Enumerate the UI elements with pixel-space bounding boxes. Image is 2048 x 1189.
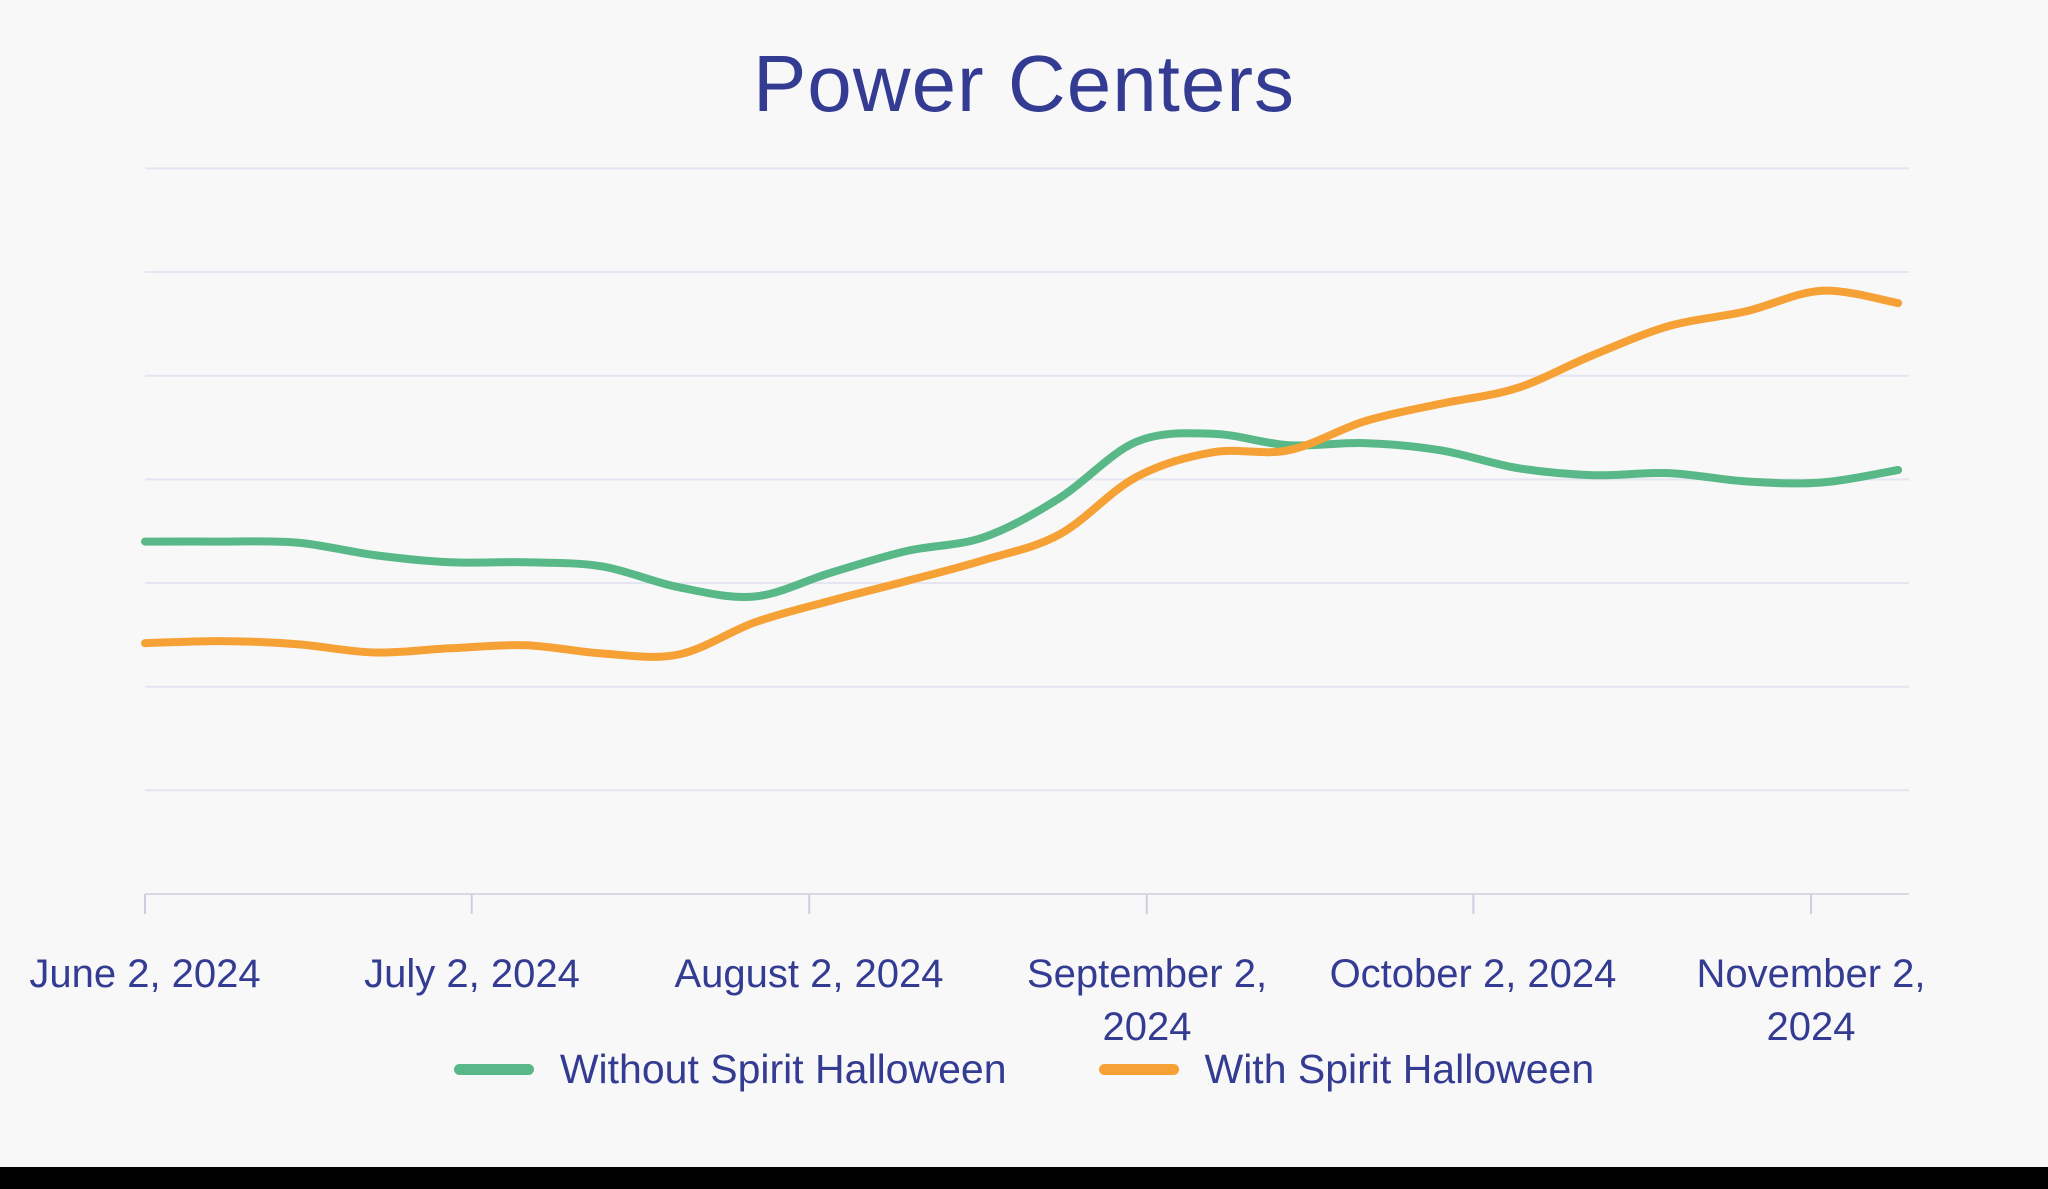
legend-item-label: With Spirit Halloween bbox=[1204, 1046, 1595, 1092]
x-axis-label: August 2, 2024 bbox=[674, 952, 944, 996]
x-axis-label: July 2, 2024 bbox=[364, 952, 580, 996]
legend-item-with-spirit-halloween[interactable]: With Spirit Halloween bbox=[1098, 1046, 1595, 1093]
line-chart-plot-area[interactable] bbox=[0, 0, 2048, 1000]
series-swatch-icon bbox=[453, 1064, 534, 1075]
series-swatch-icon bbox=[1098, 1064, 1179, 1075]
series-line-without-spirit-halloween[interactable] bbox=[141, 429, 1903, 601]
x-axis-label: September 2, 2024 bbox=[1026, 952, 1268, 1049]
chart-title: Power Centers bbox=[752, 39, 1296, 128]
legend: Without Spirit Halloween With Spirit Hal… bbox=[0, 1046, 2048, 1093]
x-axis-label: October 2, 2024 bbox=[1329, 952, 1617, 996]
x-axis-label: November 2, 2024 bbox=[1696, 952, 1926, 1049]
series-line-with-spirit-halloween[interactable] bbox=[141, 286, 1903, 661]
legend-item-label: Without Spirit Halloween bbox=[559, 1046, 1007, 1092]
legend-item-without-spirit-halloween[interactable]: Without Spirit Halloween bbox=[453, 1046, 1007, 1093]
bottom-bar bbox=[0, 1167, 2048, 1189]
x-axis-label: June 2, 2024 bbox=[29, 952, 261, 996]
